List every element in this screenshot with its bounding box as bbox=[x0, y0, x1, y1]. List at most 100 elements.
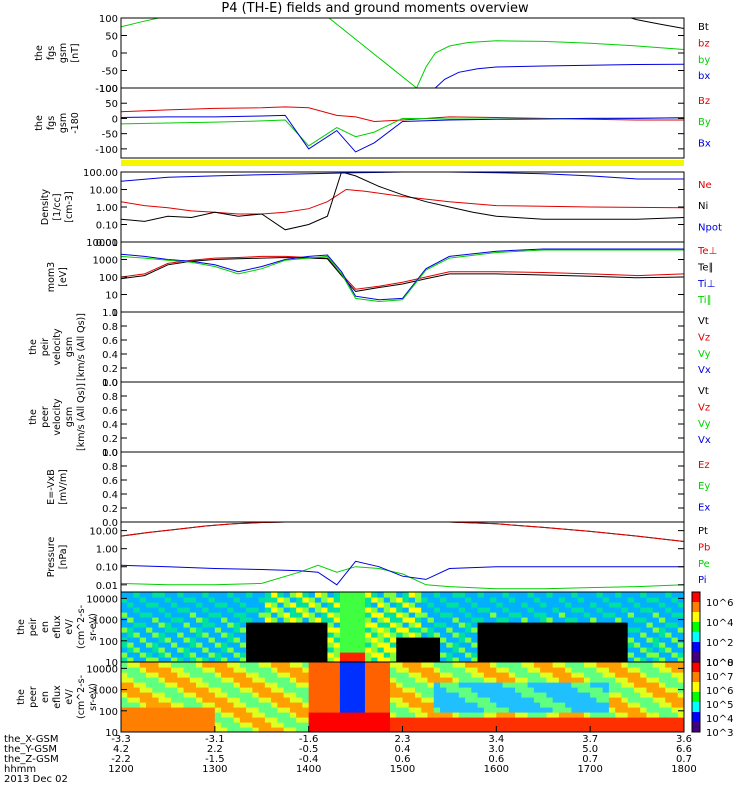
spectrogram-cell bbox=[465, 667, 472, 673]
spectrogram-cell bbox=[540, 602, 547, 608]
spectrogram-cell bbox=[508, 682, 516, 688]
spectrogram-cell bbox=[233, 632, 241, 638]
spectrogram-cell bbox=[415, 682, 422, 688]
spectrogram-cell bbox=[490, 622, 497, 628]
spectrogram-cell bbox=[171, 727, 178, 732]
spectrogram-cell bbox=[121, 632, 128, 638]
spectrogram-cell bbox=[214, 597, 222, 603]
spectrogram-cell bbox=[615, 647, 623, 653]
spectrogram-cell bbox=[546, 722, 554, 728]
spectrogram-cell bbox=[164, 682, 172, 688]
spectrogram-cell bbox=[590, 677, 598, 683]
spectrogram-cell bbox=[596, 702, 604, 708]
spectrogram-cell bbox=[277, 707, 285, 713]
spectrogram-cell bbox=[189, 692, 197, 698]
spectrogram-cell bbox=[146, 702, 153, 708]
spectrogram-cell bbox=[302, 657, 310, 662]
spectrogram-cell bbox=[665, 712, 673, 718]
spectrogram-cell bbox=[621, 717, 629, 723]
spectrogram-cell bbox=[146, 687, 153, 693]
spectrogram-cell bbox=[440, 717, 447, 723]
spectrogram-cell bbox=[327, 712, 335, 718]
spectrogram-cell bbox=[546, 672, 554, 678]
spectrogram-cell bbox=[333, 622, 341, 628]
spectrogram-cell bbox=[289, 652, 297, 658]
spectrogram-cell bbox=[483, 617, 491, 623]
spectrogram-cell bbox=[233, 702, 241, 708]
spectrogram-cell bbox=[358, 677, 366, 683]
spectrogram-cell bbox=[364, 702, 372, 708]
spectrogram-cell bbox=[202, 617, 210, 623]
spectrogram-cell bbox=[208, 727, 216, 732]
spectrogram-cell bbox=[139, 722, 147, 728]
spectrogram-cell bbox=[527, 722, 535, 728]
spectrogram-cell bbox=[477, 727, 485, 732]
y-tick-label: 0.2 bbox=[102, 504, 118, 515]
spectrogram-cell bbox=[383, 722, 391, 728]
spectrogram-cell bbox=[177, 617, 185, 623]
legend-label: By bbox=[698, 117, 711, 128]
spectrogram-cell bbox=[627, 712, 635, 718]
spectrogram-cell bbox=[465, 657, 472, 662]
spectrogram-cell bbox=[321, 622, 329, 628]
spectrogram-cell bbox=[577, 602, 585, 608]
spectrogram-cell bbox=[296, 647, 304, 653]
spectrogram-cell bbox=[177, 717, 185, 723]
spectrogram-cell bbox=[440, 707, 447, 713]
spectrogram-cell bbox=[540, 697, 547, 703]
spectrogram-cell bbox=[546, 652, 554, 658]
spectrogram-cell bbox=[596, 687, 604, 693]
spectrogram-cell bbox=[258, 612, 266, 618]
spectrogram-cell bbox=[183, 712, 191, 718]
spectrogram-cell bbox=[277, 597, 285, 603]
spectrogram-cell bbox=[227, 702, 235, 708]
spectrogram-cell bbox=[602, 667, 610, 673]
spectrogram-cell bbox=[527, 602, 535, 608]
spectrogram-cell bbox=[558, 607, 566, 613]
spectrogram-cell bbox=[652, 657, 660, 662]
spectrogram-cell bbox=[658, 722, 666, 728]
spectrogram-cell bbox=[577, 597, 585, 603]
spectrogram-cell bbox=[327, 667, 335, 673]
spectrogram-cell bbox=[371, 592, 379, 598]
spectrogram-cell bbox=[615, 727, 623, 732]
series-line-pressure-3 bbox=[121, 560, 684, 586]
spectrogram-cell bbox=[590, 647, 598, 653]
spectrogram-cell bbox=[433, 652, 441, 658]
spectrogram-cell bbox=[627, 627, 635, 633]
spectrogram-cell bbox=[577, 627, 585, 633]
y-axis-label: peer bbox=[40, 406, 51, 428]
y-tick-label: 1.0 bbox=[102, 448, 118, 459]
spectrogram-cell bbox=[565, 717, 572, 723]
spectrogram-cell bbox=[239, 702, 247, 708]
spectrogram-cell bbox=[127, 642, 135, 648]
spectrogram-cell bbox=[627, 657, 635, 662]
spectrogram-cell bbox=[202, 597, 210, 603]
y-axis-label: -180 bbox=[70, 112, 81, 134]
panel-frame bbox=[120, 87, 685, 159]
spectrogram-cell bbox=[133, 717, 141, 723]
spectrogram-cell bbox=[327, 597, 335, 603]
spectrogram-cell bbox=[665, 627, 673, 633]
spectrogram-cell bbox=[277, 727, 285, 732]
spectrogram-cell bbox=[502, 727, 510, 732]
spectrogram-cell bbox=[277, 642, 285, 648]
spectrogram-cell bbox=[571, 702, 579, 708]
spectrogram-cell bbox=[421, 652, 429, 658]
spectrogram-cell bbox=[477, 647, 485, 653]
spectrogram-cell bbox=[227, 672, 235, 678]
spectrogram-cell bbox=[415, 697, 422, 703]
spectrogram-cell bbox=[665, 672, 673, 678]
spectrogram-cell bbox=[383, 652, 391, 658]
panel-frame bbox=[120, 17, 685, 89]
spectrogram-cell bbox=[552, 722, 560, 728]
spectrogram-cell bbox=[233, 627, 241, 633]
spectrogram-cell bbox=[183, 657, 191, 662]
spectrogram-cell bbox=[602, 657, 610, 662]
axis-row-label: the_Y-GSM bbox=[4, 744, 57, 755]
spectrogram-cell bbox=[233, 622, 241, 628]
spectrogram-cell bbox=[339, 727, 347, 732]
spectrogram-cell bbox=[327, 677, 335, 683]
spectrogram-cell bbox=[465, 607, 472, 613]
spectrogram-cell bbox=[571, 707, 579, 713]
